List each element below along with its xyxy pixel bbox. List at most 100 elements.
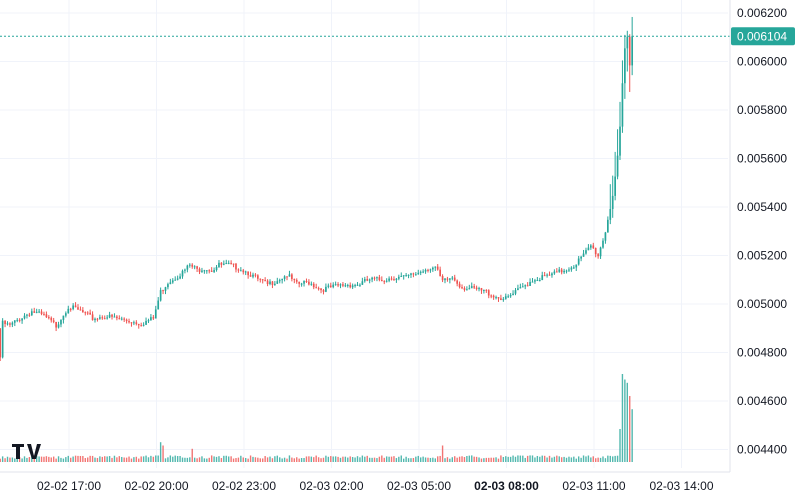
volume-bar [74,455,77,462]
volume-bar [159,442,162,462]
candle-body [563,270,565,273]
candle-body [555,271,558,273]
candle-body [412,273,415,275]
candle-body [414,274,417,276]
volume-bar [257,457,259,462]
candle-body [264,280,266,282]
volume-bar [327,456,330,462]
volume-bar [631,409,633,462]
candle-body [308,281,310,285]
volume-bar [616,455,619,462]
volume-bar [505,456,507,462]
volume-bar [113,455,116,462]
candle-body [337,284,339,286]
candle-body [257,275,259,279]
candle-body [288,274,291,277]
candle-body [599,247,602,257]
x-axis[interactable]: 02-02 17:00 02-02 20:00 02-02 23:00 02-03 0… [0,471,730,493]
volume-bar [118,456,121,462]
candle-body [429,269,432,271]
candle-body [237,269,240,271]
volume-bar [612,456,614,462]
candle-body [196,266,198,269]
volume-bar [111,457,113,462]
volume-bar [322,457,325,462]
volume-bar [473,456,475,462]
last-price-badge[interactable] [731,27,795,46]
volume-bar [77,455,79,462]
candle-body [517,288,519,291]
candle-body [74,305,77,308]
candle-body [312,283,315,288]
volume-bar [351,457,354,462]
volume-bar [371,457,373,462]
candle-body [128,321,130,323]
candle-body [140,325,143,327]
candle-body [458,283,461,288]
volume-bar [150,455,152,462]
volume-bar [223,455,225,462]
candle-body [356,284,359,286]
volume-bar [541,455,543,462]
candle-body [9,323,11,325]
candle-body [380,279,383,282]
candle-body [577,258,580,265]
candle-body [300,283,303,285]
volume-bar [50,457,52,462]
candle-body [28,314,31,316]
candle-body [604,232,607,241]
volume-bar [621,374,624,462]
candle-body [164,287,167,291]
y-axis[interactable]: 0.006200 0.006000 0.005800 0.005600 0.005400… [729,0,787,472]
candle-body [582,253,585,257]
candle-body [424,269,427,272]
candle-body [252,274,254,277]
y-tick-label: 0.006000 [737,55,787,69]
volume-bar [463,457,466,462]
candle-body [116,316,118,319]
candle-body [402,275,405,277]
volume-bar [492,457,495,462]
candle-body [125,319,128,322]
candle-body [602,240,604,248]
candle-body [0,328,2,358]
y-tick-label: 0.005600 [737,152,787,166]
candle-body [174,279,177,281]
volume-bar [349,456,351,462]
candle-body [361,281,364,285]
volume-bar [539,456,541,462]
volume-bar [454,456,456,462]
candle-body [145,320,147,325]
candle-body [201,270,203,272]
volume-bar [225,455,227,462]
candle-body [60,320,62,325]
volume-bar [614,455,616,462]
candle-body [38,311,40,313]
volume-bar [189,457,191,462]
candle-body [247,271,249,276]
candle-body [186,265,189,270]
candle-body [325,286,327,292]
volume-bar [604,458,607,462]
volume-bar [4,458,6,462]
volume-bar [585,456,587,462]
candle-body [453,277,456,281]
volume-bar [471,455,473,462]
volume-bar [485,457,488,462]
volume-bar [186,457,189,462]
volume-bar [597,457,599,462]
candle-body [521,286,524,288]
volume-bar [230,456,232,462]
candle-body [154,309,157,319]
volume-bar [624,379,626,462]
volume-bar [420,457,422,462]
candle-body [470,286,473,289]
tradingview-logo[interactable] [12,444,41,459]
candle-body [359,284,361,286]
volume-bar [281,458,283,462]
candle-body [609,208,612,220]
candle-body [351,285,354,288]
candle-body [181,270,184,277]
